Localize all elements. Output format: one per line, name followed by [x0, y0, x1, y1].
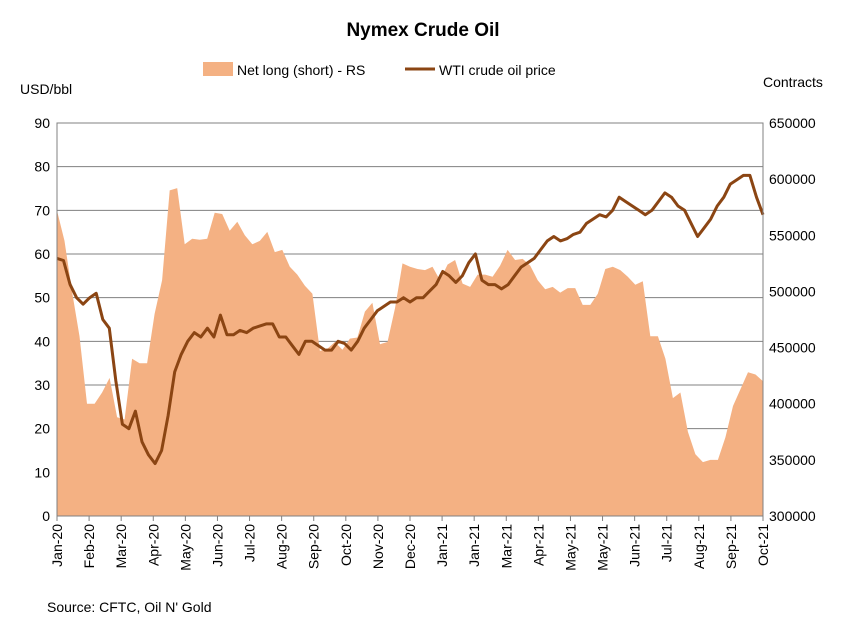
x-tick-label: Jul-20 [242, 524, 258, 562]
x-tick-label: May-20 [177, 524, 193, 571]
left-tick-label: 20 [34, 421, 50, 437]
x-tick-label: Feb-20 [81, 524, 97, 569]
source-note: Source: CFTC, Oil N' Gold [47, 599, 212, 615]
left-tick-label: 60 [34, 246, 50, 262]
x-tick-label: Aug-20 [274, 524, 290, 569]
left-tick-label: 30 [34, 377, 50, 393]
x-tick-label: Apr-21 [530, 524, 546, 566]
right-axis-ticks: 300000 350000 400000 450000 500000 550000 6000… [769, 115, 816, 524]
left-tick-label: 0 [42, 508, 50, 524]
right-tick-label: 400000 [769, 396, 816, 412]
net-long-area [57, 188, 763, 516]
x-tick-label: Oct-20 [338, 524, 354, 566]
right-tick-label: 450000 [769, 340, 816, 356]
x-tick-label: Jan-21 [434, 524, 450, 567]
x-tick-label: Aug-21 [691, 524, 707, 569]
x-tick-label: May-21 [595, 524, 611, 571]
x-tick-label: Mar-20 [113, 524, 129, 569]
x-tick-label: Oct-21 [755, 524, 771, 566]
x-tick-label: May-21 [562, 524, 578, 571]
legend-label-wti: WTI crude oil price [439, 62, 556, 78]
right-tick-label: 650000 [769, 115, 816, 131]
x-tick-label: Mar-21 [498, 524, 514, 569]
legend-label-net-long: Net long (short) - RS [237, 62, 365, 78]
right-tick-label: 500000 [769, 283, 816, 299]
right-tick-label: 300000 [769, 508, 816, 524]
x-tick-label: Nov-20 [370, 524, 386, 569]
left-tick-label: 70 [34, 202, 50, 218]
x-tick-label: Jul-21 [659, 524, 675, 562]
left-tick-label: 80 [34, 159, 50, 175]
right-tick-label: 550000 [769, 227, 816, 243]
x-tick-label: Apr-20 [145, 524, 161, 566]
right-axis-label: Contracts [763, 74, 823, 90]
right-tick-label: 600000 [769, 171, 816, 187]
x-tick-label: Jan-21 [466, 524, 482, 567]
left-axis-label: USD/bbl [20, 81, 72, 97]
x-tick-label: Sep-20 [306, 524, 322, 569]
x-axis-ticks: Jan-20 Feb-20 Mar-20 Apr-20 May-20 Jun-20 Jul-… [49, 516, 771, 571]
wti-price-line [56, 173, 765, 466]
x-tick-label: Jun-20 [209, 524, 225, 567]
left-tick-label: 90 [34, 115, 50, 131]
right-tick-label: 350000 [769, 452, 816, 468]
left-tick-label: 50 [34, 290, 50, 306]
legend: Net long (short) - RS WTI crude oil pric… [203, 62, 556, 78]
left-axis-ticks: 0 10 20 30 40 50 60 70 80 90 [34, 115, 50, 524]
chart-title: Nymex Crude Oil [346, 20, 499, 41]
x-tick-label: Jan-20 [49, 524, 65, 567]
left-tick-label: 10 [34, 464, 50, 480]
x-tick-label: Dec-20 [402, 524, 418, 569]
legend-swatch-net-long [203, 62, 233, 76]
left-tick-label: 40 [34, 333, 50, 349]
x-tick-label: Jun-21 [627, 524, 643, 567]
x-tick-label: Sep-21 [723, 524, 739, 569]
